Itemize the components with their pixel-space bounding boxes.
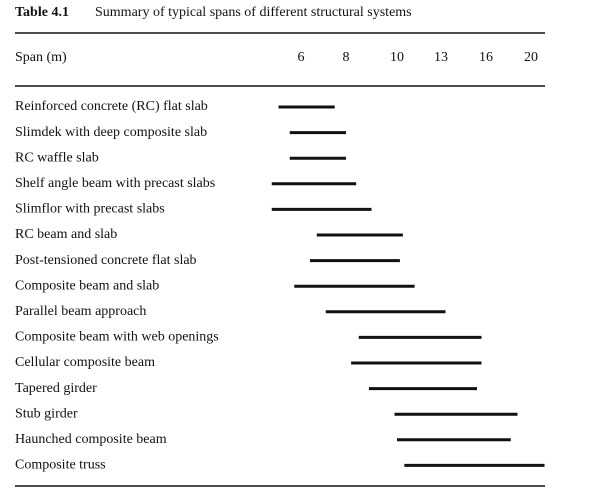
row-label: Parallel beam approach <box>15 304 146 319</box>
row-label: Composite beam with web openings <box>15 330 219 345</box>
row-label: Slimdek with deep composite slab <box>15 125 207 140</box>
row-label: Stub girder <box>15 406 78 421</box>
x-axis-label: Span (m) <box>15 50 67 65</box>
row-label: Composite truss <box>15 458 106 473</box>
row-label: Post-tensioned concrete flat slab <box>15 253 197 268</box>
chart-title: Summary of typical spans of different st… <box>95 5 412 20</box>
row-label: RC beam and slab <box>15 227 117 242</box>
x-tick-label: 13 <box>434 50 448 65</box>
x-tick-label: 16 <box>479 50 493 65</box>
row-label: Reinforced concrete (RC) flat slab <box>15 99 208 114</box>
x-tick-label: 20 <box>524 50 538 65</box>
row-label: Cellular composite beam <box>15 355 155 370</box>
row-label: RC waffle slab <box>15 150 99 165</box>
row-label: Haunched composite beam <box>15 432 167 447</box>
x-tick-label: 10 <box>390 50 404 65</box>
row-label: Tapered girder <box>15 381 97 396</box>
table-label: Table 4.1 <box>15 5 69 20</box>
x-tick-label: 6 <box>298 50 305 65</box>
row-label: Shelf angle beam with precast slabs <box>15 176 215 191</box>
row-label: Composite beam and slab <box>15 278 159 293</box>
x-tick-label: 8 <box>343 50 350 65</box>
row-label: Slimflor with precast slabs <box>15 202 165 217</box>
